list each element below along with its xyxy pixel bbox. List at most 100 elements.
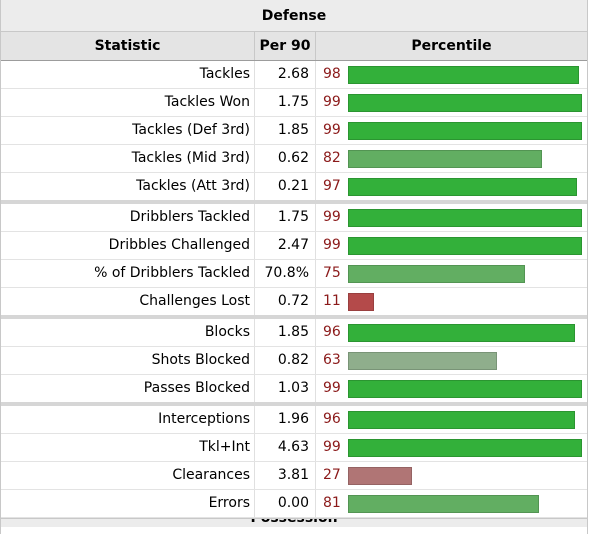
per90-value: 1.75 bbox=[255, 89, 316, 116]
percentile-bar-track bbox=[348, 93, 584, 112]
per90-value: 1.75 bbox=[255, 204, 316, 231]
percentile-value: 99 bbox=[323, 209, 341, 225]
percentile-cell: 81 bbox=[316, 490, 587, 517]
table-row: % of Dribblers Tackled 70.8% 75 bbox=[1, 260, 587, 288]
percentile-bar bbox=[348, 410, 575, 429]
next-section-header: Possession bbox=[1, 518, 587, 527]
next-section-title: Possession bbox=[250, 518, 338, 526]
percentile-bar-track bbox=[348, 236, 584, 255]
percentile-bar bbox=[348, 93, 582, 112]
percentile-cell: 99 bbox=[316, 117, 587, 144]
stat-name: Blocks bbox=[1, 319, 255, 346]
table-row: Shots Blocked 0.82 63 bbox=[1, 347, 587, 375]
stat-name: Dribbles Challenged bbox=[1, 232, 255, 259]
stat-name: Tackles (Mid 3rd) bbox=[1, 145, 255, 172]
stat-name: Shots Blocked bbox=[1, 347, 255, 374]
per90-value: 1.85 bbox=[255, 319, 316, 346]
percentile-bar-track bbox=[348, 351, 584, 370]
percentile-bar bbox=[348, 292, 374, 311]
percentile-value: 96 bbox=[323, 411, 341, 427]
table-row: Challenges Lost 0.72 11 bbox=[1, 288, 587, 319]
table-row: Tkl+Int 4.63 99 bbox=[1, 434, 587, 462]
percentile-value: 75 bbox=[323, 265, 341, 281]
percentile-bar-track bbox=[348, 264, 584, 283]
percentile-value: 99 bbox=[323, 439, 341, 455]
percentile-value: 99 bbox=[323, 94, 341, 110]
percentile-bar bbox=[348, 149, 542, 168]
stat-name: Errors bbox=[1, 490, 255, 517]
percentile-bar-track bbox=[348, 177, 584, 196]
percentile-value: 82 bbox=[323, 150, 341, 166]
percentile-cell: 75 bbox=[316, 260, 587, 287]
percentile-value: 81 bbox=[323, 495, 341, 511]
per90-value: 70.8% bbox=[255, 260, 316, 287]
percentile-cell: 99 bbox=[316, 434, 587, 461]
table-row: Errors 0.00 81 bbox=[1, 490, 587, 518]
percentile-bar-track bbox=[348, 149, 584, 168]
percentile-bar bbox=[348, 208, 582, 227]
table-row: Tackles (Def 3rd) 1.85 99 bbox=[1, 117, 587, 145]
table-row: Passes Blocked 1.03 99 bbox=[1, 375, 587, 406]
percentile-bar bbox=[348, 379, 582, 398]
percentile-value: 98 bbox=[323, 66, 341, 82]
column-header-statistic[interactable]: Statistic bbox=[1, 32, 255, 60]
section-title: Defense bbox=[1, 0, 587, 32]
percentile-bar-track bbox=[348, 379, 584, 398]
percentile-value: 96 bbox=[323, 324, 341, 340]
stat-name: Tkl+Int bbox=[1, 434, 255, 461]
stat-name: Tackles (Def 3rd) bbox=[1, 117, 255, 144]
per90-value: 2.47 bbox=[255, 232, 316, 259]
stat-name: Tackles (Att 3rd) bbox=[1, 173, 255, 200]
percentile-cell: 99 bbox=[316, 89, 587, 116]
percentile-bar-track bbox=[348, 65, 584, 84]
per90-value: 0.21 bbox=[255, 173, 316, 200]
percentile-cell: 99 bbox=[316, 232, 587, 259]
percentile-cell: 98 bbox=[316, 61, 587, 88]
per90-value: 0.72 bbox=[255, 288, 316, 315]
percentile-bar bbox=[348, 438, 582, 457]
percentile-bar-track bbox=[348, 466, 584, 485]
percentile-value: 97 bbox=[323, 178, 341, 194]
table-row: Tackles (Att 3rd) 0.21 97 bbox=[1, 173, 587, 204]
table-row: Clearances 3.81 27 bbox=[1, 462, 587, 490]
percentile-bar bbox=[348, 466, 412, 485]
percentile-bar-track bbox=[348, 438, 584, 457]
table-row: Tackles 2.68 98 bbox=[1, 61, 587, 89]
per90-value: 1.96 bbox=[255, 406, 316, 433]
percentile-bar-track bbox=[348, 292, 584, 311]
percentile-bar-track bbox=[348, 410, 584, 429]
column-header-row: Statistic Per 90 Percentile bbox=[1, 32, 587, 61]
percentile-value: 99 bbox=[323, 237, 341, 253]
stat-name: Tackles Won bbox=[1, 89, 255, 116]
per90-value: 0.62 bbox=[255, 145, 316, 172]
table-row: Tackles Won 1.75 99 bbox=[1, 89, 587, 117]
percentile-value: 11 bbox=[323, 293, 341, 309]
percentile-bar bbox=[348, 236, 582, 255]
percentile-bar bbox=[348, 65, 579, 84]
column-header-per90[interactable]: Per 90 bbox=[255, 32, 316, 60]
per90-value: 2.68 bbox=[255, 61, 316, 88]
percentile-bar bbox=[348, 264, 525, 283]
percentile-cell: 96 bbox=[316, 406, 587, 433]
column-header-percentile[interactable]: Percentile bbox=[411, 38, 492, 54]
percentile-value: 99 bbox=[323, 122, 341, 138]
percentile-cell: 27 bbox=[316, 462, 587, 489]
percentile-bar-track bbox=[348, 494, 584, 513]
table-row: Interceptions 1.96 96 bbox=[1, 406, 587, 434]
table-row: Dribblers Tackled 1.75 99 bbox=[1, 204, 587, 232]
per90-value: 0.00 bbox=[255, 490, 316, 517]
stat-name: Interceptions bbox=[1, 406, 255, 433]
percentile-cell: 96 bbox=[316, 319, 587, 346]
percentile-bar bbox=[348, 121, 582, 140]
stat-name: Dribblers Tackled bbox=[1, 204, 255, 231]
stat-name: % of Dribblers Tackled bbox=[1, 260, 255, 287]
percentile-bar-track bbox=[348, 121, 584, 140]
table-body: Tackles 2.68 98 Tackles Won 1.75 99 Tackles (D… bbox=[1, 61, 587, 518]
table-row: Blocks 1.85 96 bbox=[1, 319, 587, 347]
stat-name: Clearances bbox=[1, 462, 255, 489]
percentile-cell: 63 bbox=[316, 347, 587, 374]
percentile-cell: 11 bbox=[316, 288, 587, 315]
percentile-bar bbox=[348, 494, 539, 513]
percentile-value: 99 bbox=[323, 380, 341, 396]
